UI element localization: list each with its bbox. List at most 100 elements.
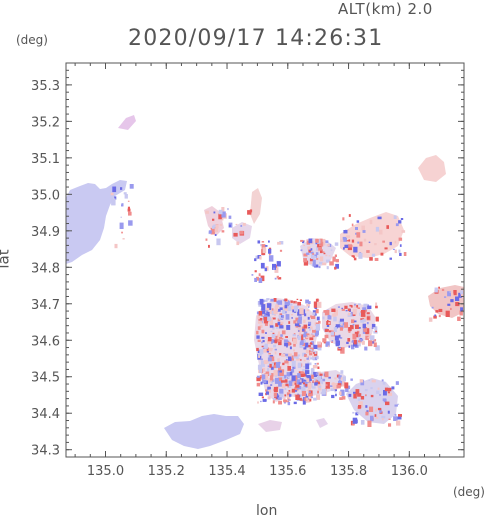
radar-speckle	[348, 312, 350, 316]
radar-speckle	[291, 375, 296, 381]
radar-speckle	[287, 384, 290, 388]
radar-speckle	[388, 418, 391, 420]
radar-speckle	[368, 333, 372, 339]
radar-speckle	[355, 227, 358, 230]
radar-speckle	[352, 411, 355, 414]
radar-speckle	[286, 395, 291, 399]
radar-speckle	[328, 255, 331, 257]
radar-speckle	[318, 385, 322, 388]
radar-speckle	[319, 373, 323, 376]
radar-speckle	[256, 347, 259, 351]
radar-speckle	[298, 326, 302, 332]
radar-speckle	[265, 389, 268, 392]
radar-speckle	[279, 353, 282, 356]
radar-speckle	[260, 381, 263, 385]
radar-speckle	[295, 325, 299, 328]
radar-speckle	[277, 370, 279, 373]
radar-speckle	[309, 395, 312, 399]
radar-speckle	[308, 390, 313, 396]
y-tick-label: 34.4	[31, 407, 60, 422]
radar-speckle	[310, 315, 312, 318]
radar-speckle	[364, 389, 368, 392]
radar-speckle	[269, 325, 274, 328]
radar-speckle	[267, 386, 271, 390]
radar-speckle	[338, 380, 343, 385]
radar-speckle	[299, 397, 302, 401]
radar-speckle	[279, 372, 284, 376]
radar-speckle	[278, 400, 282, 405]
radar-speckle	[269, 363, 272, 368]
radar-speckle	[274, 348, 277, 351]
radar-speckle	[366, 304, 369, 307]
radar-speckle	[267, 316, 272, 321]
radar-speckle	[332, 383, 338, 390]
radar-speckle	[331, 341, 333, 343]
radar-speckle	[276, 362, 280, 368]
radar-speckle	[447, 303, 451, 306]
echo-region-central-east	[340, 212, 404, 258]
radar-speckle	[256, 311, 260, 315]
radar-speckle	[312, 335, 315, 338]
radar-speckle	[311, 396, 313, 399]
radar-speckle	[312, 354, 318, 361]
radar-speckle	[257, 326, 261, 330]
radar-speckle	[274, 339, 278, 344]
radar-speckle	[262, 379, 267, 384]
radar-speckle	[316, 394, 321, 400]
radar-speckle	[348, 244, 353, 248]
radar-speckle	[303, 331, 308, 337]
radar-speckle	[389, 257, 392, 260]
radar-speckle	[285, 353, 289, 357]
radar-speckle	[285, 314, 290, 320]
radar-speckle	[218, 209, 223, 215]
radar-speckle	[278, 381, 283, 387]
radar-speckle	[340, 324, 344, 329]
radar-speckle	[278, 314, 284, 320]
radar-speckle	[304, 397, 308, 401]
radar-speckle	[266, 368, 270, 372]
radar-speckle	[257, 240, 261, 244]
radar-speckle	[288, 353, 292, 359]
radar-speckle	[300, 371, 305, 374]
radar-speckle	[347, 229, 350, 231]
radar-speckle	[265, 376, 268, 378]
radar-speckle	[331, 394, 335, 399]
radar-speckle	[313, 301, 318, 308]
radar-speckle	[284, 383, 289, 387]
radar-speckle	[285, 336, 288, 338]
radar-speckle	[312, 259, 316, 265]
radar-speckle	[327, 315, 332, 320]
radar-speckle	[377, 216, 382, 220]
radar-speckle	[315, 323, 321, 331]
echo-strip-north	[250, 188, 262, 224]
radar-speckle	[308, 324, 311, 327]
radar-speckle	[394, 414, 397, 416]
radar-speckle	[346, 240, 349, 242]
radar-speckle	[435, 310, 439, 313]
radar-speckle	[338, 375, 342, 379]
x-tick-label: 135.8	[330, 464, 367, 479]
radar-speckle	[351, 239, 355, 243]
radar-speckle	[349, 304, 352, 307]
radar-speckle	[212, 218, 215, 221]
radar-speckle	[267, 389, 271, 393]
radar-speckle	[325, 384, 328, 387]
radar-speckle	[309, 258, 314, 262]
radar-speckle	[355, 412, 359, 416]
radar-speckle	[399, 252, 402, 256]
radar-speckle	[286, 372, 291, 377]
radar-speckle	[336, 374, 340, 378]
radar-speckle	[293, 349, 295, 352]
radar-speckle	[275, 304, 280, 307]
radar-speckle	[343, 230, 348, 234]
radar-speckle	[279, 337, 283, 340]
radar-speckle	[267, 365, 270, 368]
radar-speckle	[279, 392, 284, 398]
radar-speckle	[282, 362, 285, 366]
radar-speckle	[342, 236, 347, 242]
radar-speckle	[315, 252, 319, 255]
radar-speckle	[395, 223, 399, 227]
radar-speckle	[270, 356, 275, 362]
radar-speckle	[375, 408, 377, 412]
radar-speckle	[274, 306, 279, 311]
